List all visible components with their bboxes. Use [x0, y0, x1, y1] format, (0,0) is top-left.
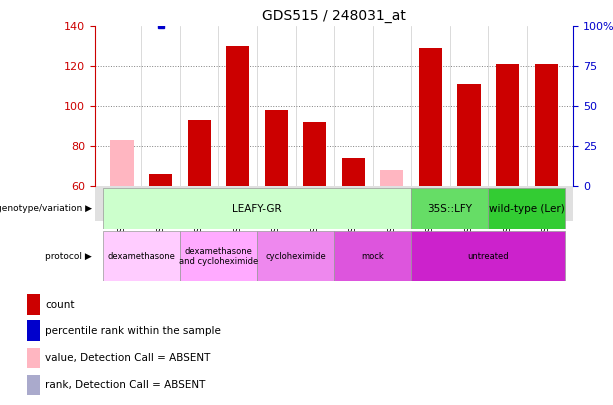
Text: dexamethasone: dexamethasone: [107, 252, 175, 261]
Text: value, Detection Call = ABSENT: value, Detection Call = ABSENT: [45, 353, 210, 363]
Bar: [303, 122, 326, 186]
Bar: [28, 347, 40, 368]
Bar: [411, 231, 565, 281]
Bar: [257, 231, 334, 281]
Bar: [149, 174, 172, 186]
Bar: [496, 64, 519, 186]
Text: 35S::LFY: 35S::LFY: [427, 204, 472, 213]
Bar: [419, 48, 442, 186]
Title: GDS515 / 248031_at: GDS515 / 248031_at: [262, 9, 406, 23]
Bar: [535, 64, 558, 186]
Bar: [110, 140, 134, 186]
Text: dexamethasone
and cycloheximide: dexamethasone and cycloheximide: [179, 247, 258, 266]
Bar: [188, 120, 211, 186]
Text: mock: mock: [361, 252, 384, 261]
Bar: [226, 46, 249, 186]
Bar: [265, 110, 288, 186]
Bar: [28, 375, 40, 395]
Bar: [28, 320, 40, 341]
Text: rank, Detection Call = ABSENT: rank, Detection Call = ABSENT: [45, 380, 205, 390]
Text: wild-type (Ler): wild-type (Ler): [489, 204, 565, 213]
Text: percentile rank within the sample: percentile rank within the sample: [45, 326, 221, 336]
Bar: [334, 231, 411, 281]
Bar: [180, 231, 257, 281]
Bar: [28, 294, 40, 315]
Text: untreated: untreated: [468, 252, 509, 261]
Text: cycloheximide: cycloheximide: [265, 252, 326, 261]
Bar: [457, 84, 481, 186]
Bar: [103, 231, 180, 281]
Bar: [489, 188, 565, 229]
Text: count: count: [45, 300, 75, 309]
Text: genotype/variation ▶: genotype/variation ▶: [0, 204, 92, 213]
Bar: [103, 188, 411, 229]
Bar: [380, 170, 403, 186]
Text: protocol ▶: protocol ▶: [45, 252, 92, 261]
Text: LEAFY-GR: LEAFY-GR: [232, 204, 282, 213]
Bar: [342, 158, 365, 186]
Bar: [411, 188, 489, 229]
